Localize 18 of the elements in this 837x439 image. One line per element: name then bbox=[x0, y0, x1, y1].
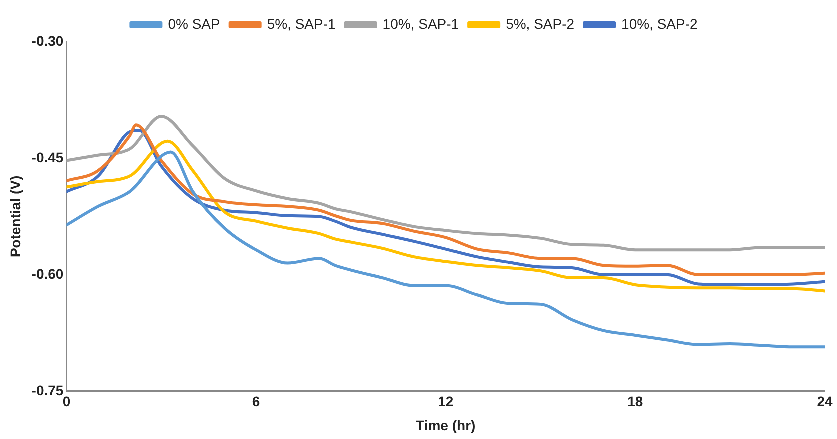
legend-label: 5%, SAP-2 bbox=[506, 16, 575, 32]
y-axis-title: Potential (V) bbox=[7, 176, 24, 258]
legend-label: 5%, SAP-1 bbox=[267, 16, 336, 32]
legend-label: 10%, SAP-2 bbox=[622, 16, 698, 32]
y-tick-label: -0.45 bbox=[32, 149, 64, 166]
y-tick-label: -0.30 bbox=[32, 32, 64, 49]
y-tick-label: -0.60 bbox=[32, 266, 64, 282]
x-tick-label: 12 bbox=[438, 394, 454, 410]
legend-label: 10%, SAP-1 bbox=[382, 16, 460, 32]
x-axis-title: Time (hr) bbox=[416, 417, 476, 434]
x-tick-label: 0 bbox=[62, 394, 71, 410]
line-series bbox=[66, 115, 825, 252]
x-tick-label: 18 bbox=[628, 394, 644, 410]
legend-label: 0% SAP bbox=[168, 16, 220, 32]
x-tick-label: 6 bbox=[252, 394, 260, 410]
line-series bbox=[66, 150, 825, 349]
x-tick-label: 24 bbox=[817, 394, 833, 410]
y-tick-label: -0.75 bbox=[32, 382, 64, 398]
